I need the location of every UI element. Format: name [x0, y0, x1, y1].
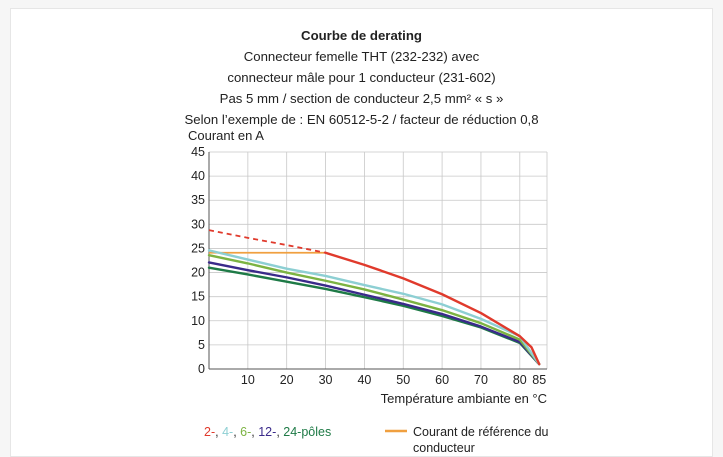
legend-reference-swatch: [385, 429, 407, 433]
y-tick-label: 25: [191, 241, 205, 255]
y-tick-label: 30: [191, 217, 205, 231]
y-tick-label: 35: [191, 193, 205, 207]
x-tick-label: 10: [241, 373, 255, 387]
legend-reference-label-2: conducteur: [413, 441, 475, 455]
legend-poles-part: ,: [215, 425, 223, 439]
series-12-line: [207, 261, 541, 366]
y-tick-label: 20: [191, 266, 205, 280]
series-2-extrapolated-line: [208, 229, 326, 254]
y-axis-label: Courant en A: [188, 128, 264, 143]
y-tick-label: 0: [198, 362, 205, 376]
series-4-line: [207, 249, 541, 366]
y-tick-label: 15: [191, 290, 205, 304]
x-tick-label: 70: [474, 373, 488, 387]
y-tick-label: 40: [191, 169, 205, 183]
chart-subtitle-4: Selon l’exemple de : EN 60512-5-2 / fact…: [184, 112, 539, 127]
x-tick-label: 60: [435, 373, 449, 387]
y-tick-label: 45: [191, 145, 205, 159]
series-2-line: [324, 251, 541, 366]
legend-poles-part: 12-: [258, 425, 277, 439]
y-tick-label: 5: [198, 338, 205, 352]
x-tick-label: 40: [357, 373, 371, 387]
series-6-line: [207, 253, 541, 366]
chart-card: Courbe de derating Connecteur femelle TH…: [10, 8, 713, 457]
x-tick-label: 80: [513, 373, 527, 387]
chart-subtitle-2: connecteur mâle pour 1 conducteur (231-6…: [227, 70, 496, 85]
x-tick-label: 50: [396, 373, 410, 387]
legend-poles-part: ,: [233, 425, 241, 439]
y-tick-label: 10: [191, 314, 205, 328]
legend-poles-part: 2-: [204, 425, 216, 439]
legend-poles-part: 4-: [222, 425, 234, 439]
series-24-line: [207, 266, 541, 366]
legend-poles-part: ,: [251, 425, 259, 439]
derating-chart: 0 5 10 15 20 25 30 35 40 45 10 20 30 40 50 60 70 80 85 Cour…: [188, 128, 548, 406]
legend-poles: 2-, 4-, 6-, 12-, 24-pôles: [204, 424, 331, 440]
chart-titles: Courbe de derating Connecteur femelle TH…: [11, 25, 712, 130]
legend-poles-part: 6-: [240, 425, 252, 439]
chart-subtitle-1: Connecteur femelle THT (232-232) avec: [243, 49, 480, 64]
x-axis-label: Température ambiante en °C: [381, 391, 547, 406]
legend-poles-part: ,: [276, 425, 284, 439]
chart-title: Courbe de derating: [301, 28, 422, 43]
legend-poles-part: 24-pôles: [283, 425, 332, 439]
x-tick-label: 30: [319, 373, 333, 387]
x-tick-label: 20: [280, 373, 294, 387]
chart-subtitle-3: Pas 5 mm / section de conducteur 2,5 mm²…: [219, 91, 504, 106]
legend-reference-label-1: Courant de référence du: [413, 425, 549, 439]
x-tick-label: 85: [532, 373, 546, 387]
